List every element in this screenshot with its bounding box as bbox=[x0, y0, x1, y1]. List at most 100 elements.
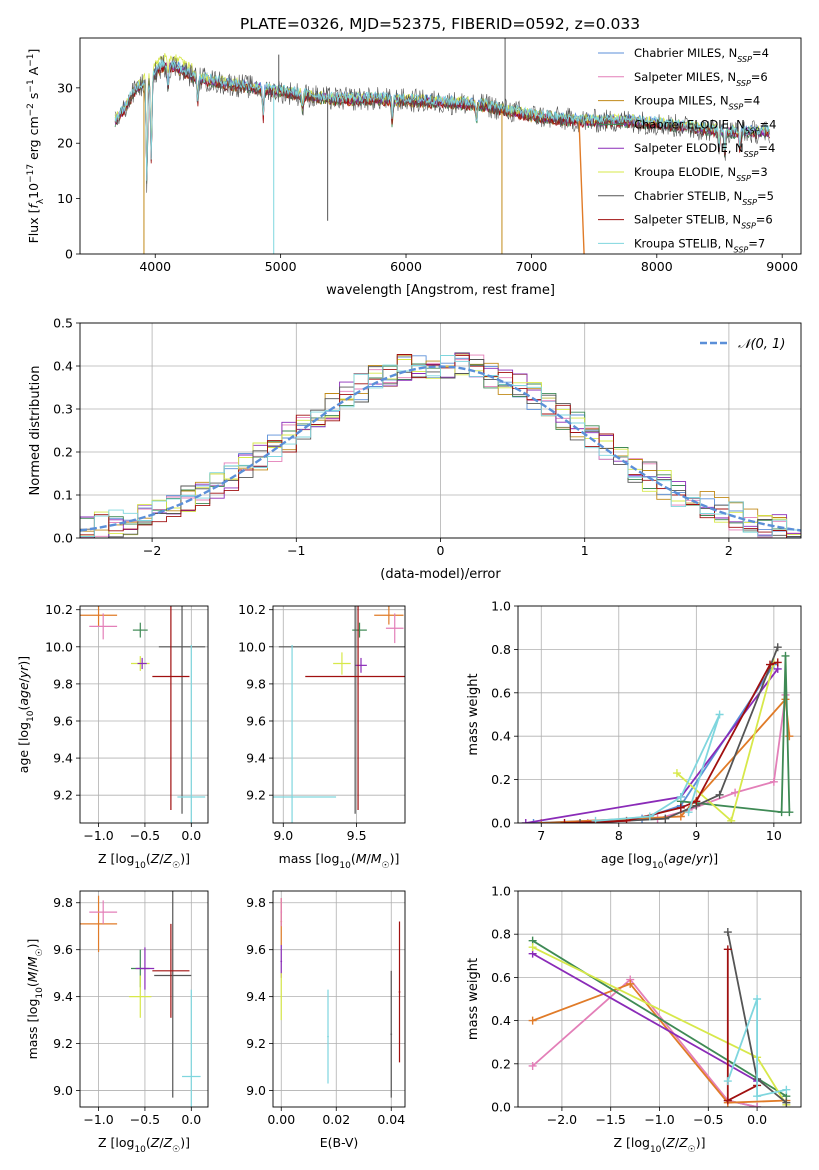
weight-marker bbox=[753, 1092, 762, 1101]
weight-marker bbox=[626, 979, 635, 988]
weight-marker bbox=[521, 819, 530, 823]
x-tick-label: 8 bbox=[615, 828, 623, 843]
y-tick-label: 0.8 bbox=[491, 642, 511, 657]
weight-marker bbox=[727, 816, 736, 823]
weight-marker bbox=[765, 660, 774, 669]
y-tick-label: 9.6 bbox=[53, 713, 73, 728]
y-tick-label: 9.2 bbox=[246, 1036, 266, 1051]
x-axis-label: Z [log10(Z/Z☉)] bbox=[98, 851, 190, 871]
x-tick-label: 8000 bbox=[641, 259, 673, 274]
x-tick-label: −0.5 bbox=[130, 1112, 160, 1127]
weight-line-salpeter_miles bbox=[532, 978, 758, 1107]
weight_vs_z-panel: −2.0 −1.5 −1.0 −0.5 0.0 0.0 0.2 0.4 0.6 0.8 1.0 Z [… bbox=[466, 884, 802, 1155]
plot-area bbox=[80, 606, 206, 823]
x-axis-label: (data-model)/error bbox=[380, 567, 501, 582]
weight-marker bbox=[684, 808, 693, 817]
weight-line-kroupa_stelib bbox=[726, 998, 787, 1098]
y-tick-label: 0.3 bbox=[53, 402, 73, 417]
weight-marker bbox=[782, 1085, 791, 1094]
weight-marker bbox=[723, 1096, 732, 1105]
weight-line-chabrier_elodie bbox=[680, 655, 791, 814]
y-tick-label: 10.0 bbox=[238, 639, 266, 654]
y-tick-label: 1.0 bbox=[491, 599, 511, 614]
spectrum-line-kroupa_stelib bbox=[114, 59, 770, 181]
y-axis-label: age [log10(age/yr)] bbox=[16, 656, 36, 773]
y-tick-label: 9.2 bbox=[53, 1036, 73, 1051]
y-tick-label: 0.8 bbox=[491, 927, 511, 942]
y-tick-label: 0.4 bbox=[491, 729, 511, 744]
weight-marker bbox=[773, 658, 782, 667]
axes-frame bbox=[517, 890, 802, 1108]
x-tick-label: 0.0 bbox=[747, 1112, 767, 1127]
weight-marker bbox=[645, 812, 654, 821]
axes-frame bbox=[79, 605, 209, 824]
y-tick-label: 0.4 bbox=[53, 359, 73, 374]
weight-marker bbox=[529, 819, 538, 823]
x-axis-label: E(B-V) bbox=[320, 1135, 359, 1150]
weight-marker bbox=[785, 808, 794, 817]
weight-marker bbox=[723, 1077, 732, 1086]
legend-label: Kroupa MILES, NSSP=4 bbox=[634, 94, 760, 112]
weight-marker bbox=[528, 1016, 537, 1025]
x-tick-label: −0.5 bbox=[130, 828, 160, 843]
y-tick-label: 9.4 bbox=[53, 989, 73, 1004]
age_vs_mass-panel: 9.0 9.5 9.2 9.4 9.6 9.8 10.0 10.2 mass [log10(M/… bbox=[238, 602, 406, 871]
y-tick-label: 0.4 bbox=[491, 1013, 511, 1028]
weight-marker bbox=[715, 790, 724, 799]
y-axis-label: mass [log10(M/M☉)] bbox=[25, 939, 45, 1060]
weight-line-orange bbox=[532, 982, 787, 1104]
x-tick-label: 0.00 bbox=[267, 1112, 295, 1127]
y-tick-label: 0.0 bbox=[491, 816, 511, 831]
y-tick-label: 9.8 bbox=[246, 676, 266, 691]
y-tick-label: 9.4 bbox=[53, 751, 73, 766]
plot-area bbox=[521, 643, 794, 823]
spectrum-cutoff bbox=[578, 121, 585, 254]
weight-marker bbox=[781, 651, 790, 660]
weight-marker bbox=[715, 710, 724, 719]
x-tick-label: 7000 bbox=[516, 259, 548, 274]
x-tick-label: 2 bbox=[725, 543, 733, 558]
x-axis-label: age [log10(age/yr)] bbox=[601, 851, 718, 871]
x-tick-label: 0.02 bbox=[322, 1112, 350, 1127]
legend-label: Salpeter STELIB, NSSP=6 bbox=[634, 213, 773, 231]
y-tick-label: 9.6 bbox=[246, 942, 266, 957]
weight-line-salpeter_elodie bbox=[532, 952, 758, 1082]
y-tick-label: 9.4 bbox=[246, 751, 266, 766]
weight-marker bbox=[676, 792, 685, 801]
weight-line-chabrier_elodie bbox=[532, 939, 787, 1097]
y-axis-label: mass weight bbox=[466, 958, 481, 1040]
axes-frame bbox=[517, 605, 802, 824]
plot-area bbox=[114, 38, 771, 254]
y-tick-label: 1.0 bbox=[491, 884, 511, 899]
spectrum-panel: 4000 5000 6000 7000 8000 9000 0 10 20 30 Chabrier … bbox=[26, 37, 802, 298]
x-tick-label: 9 bbox=[692, 828, 700, 843]
weight-marker bbox=[676, 803, 685, 812]
y-tick-label: 10.0 bbox=[45, 639, 73, 654]
weight-marker bbox=[576, 819, 585, 823]
x-tick-label: 0 bbox=[437, 543, 445, 558]
weight-marker bbox=[672, 769, 681, 778]
residuals-panel: −2 −1 0 1 2 0.0 0.1 0.2 0.3 0.4 0.5 𝒩(0, 1) (data-mo… bbox=[28, 316, 802, 582]
x-tick-label: −2 bbox=[143, 543, 161, 558]
y-tick-label: 10.2 bbox=[238, 602, 266, 617]
y-tick-label: 0.0 bbox=[53, 531, 73, 546]
y-tick-label: 9.8 bbox=[246, 895, 266, 910]
axes-frame bbox=[79, 322, 802, 539]
weight-marker bbox=[781, 695, 790, 704]
spectrum-line-kroupa_miles bbox=[114, 64, 583, 181]
y-tick-label: 20 bbox=[57, 136, 73, 151]
axes-frame bbox=[272, 890, 406, 1108]
weight-marker bbox=[528, 943, 537, 952]
y-tick-label: 10 bbox=[57, 191, 73, 206]
x-tick-label: 0.04 bbox=[377, 1112, 405, 1127]
weight_vs_age-panel: 7 8 9 10 0.0 0.2 0.4 0.6 0.8 1.0 age [log10(age/yr… bbox=[466, 599, 802, 871]
normal-curve bbox=[80, 365, 801, 532]
x-tick-label: −1.0 bbox=[83, 1112, 113, 1127]
x-axis-label: mass [log10(M/M☉)] bbox=[279, 851, 400, 871]
y-tick-label: 9.2 bbox=[53, 788, 73, 803]
x-tick-label: −0.5 bbox=[693, 1112, 723, 1127]
weight-line-salpeter_elodie bbox=[525, 668, 779, 823]
y-axis-label: Flux [fλ10−17 erg cm−2 s−1 A−1] bbox=[26, 49, 46, 244]
mass_vs_ebv-panel: 0.00 0.02 0.04 9.0 9.2 9.4 9.6 9.8 E(B-V) bbox=[246, 890, 406, 1150]
y-tick-label: 0.2 bbox=[491, 772, 511, 787]
